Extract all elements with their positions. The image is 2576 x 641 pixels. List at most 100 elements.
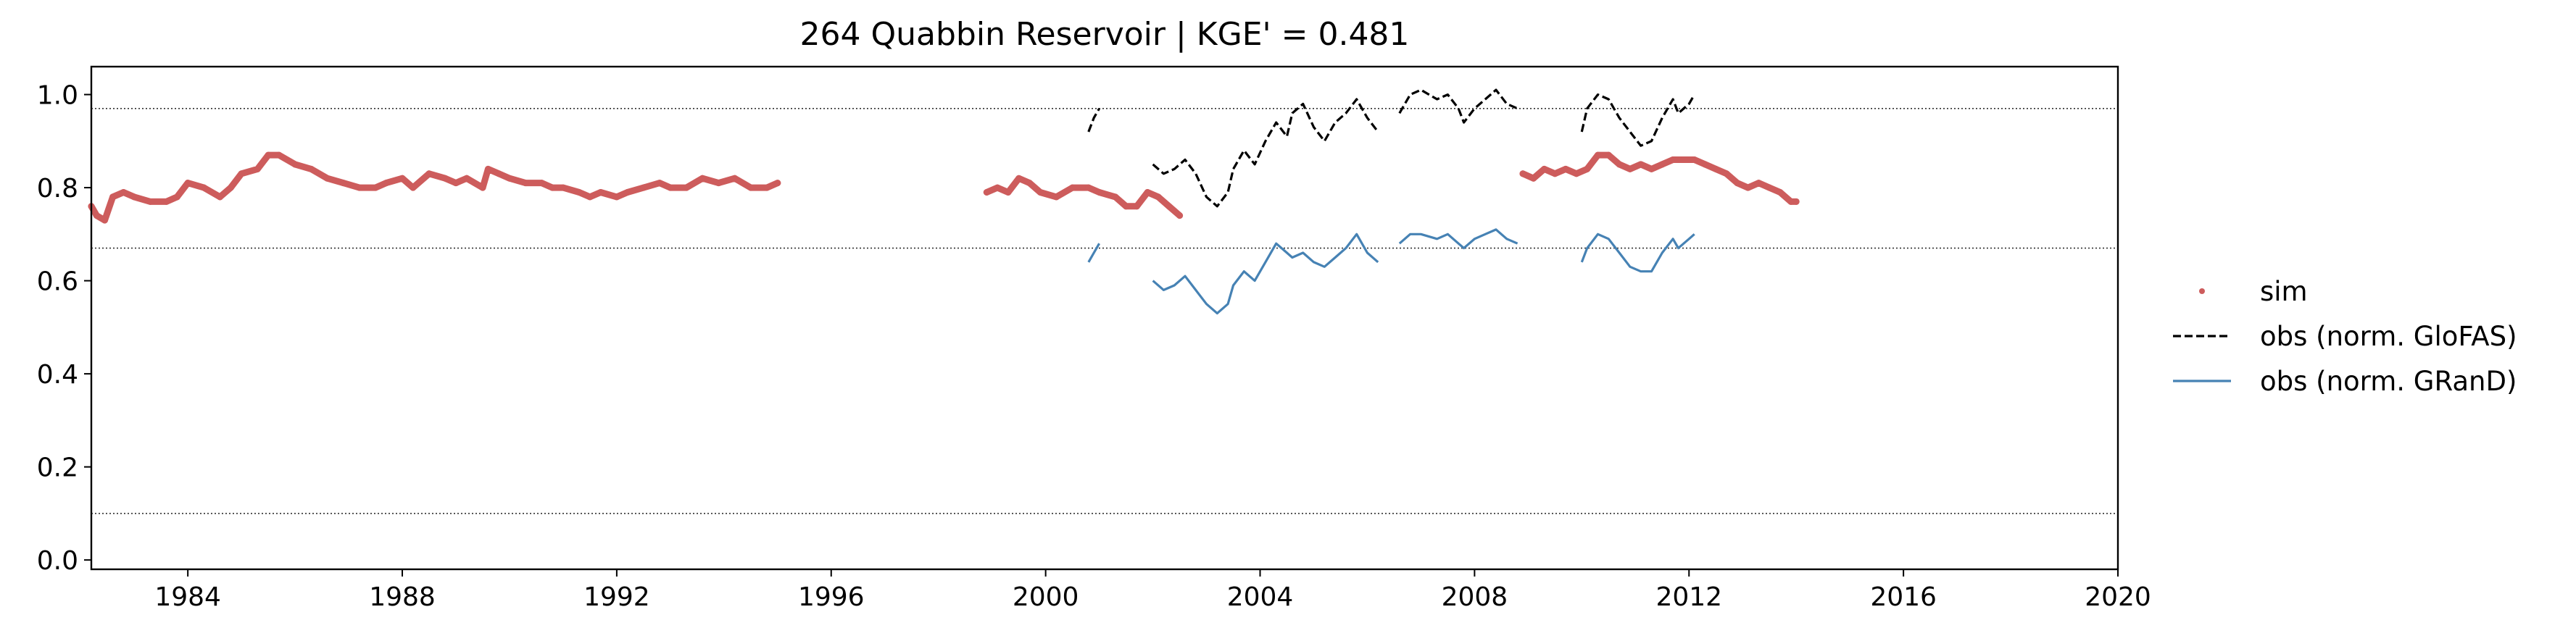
glofas-segment-0 [1087, 108, 1100, 133]
sim-point-1-0 [983, 189, 990, 196]
sim-point-0-9 [184, 180, 191, 187]
sim-point-0-36 [549, 184, 556, 191]
x-tick-label-9: 2020 [2085, 582, 2151, 612]
sim-point-0-47 [699, 175, 706, 182]
sim-point-2-9 [1616, 161, 1623, 168]
sim-point-0-14 [254, 165, 261, 172]
sim-point-0-52 [774, 180, 781, 187]
sim-point-1-2 [1005, 189, 1012, 196]
sim-point-1-3 [1015, 175, 1023, 182]
sim-point-0-30 [479, 184, 486, 191]
sim-point-1-15 [1166, 203, 1173, 210]
sim-point-2-12 [1648, 165, 1655, 172]
sim-point-2-7 [1595, 151, 1602, 159]
sim-point-0-32 [495, 170, 502, 177]
x-tick-label-8: 2016 [1870, 582, 1937, 612]
sim-point-0-16 [275, 151, 283, 159]
sim-point-0-45 [667, 184, 674, 191]
sim-point-2-13 [1658, 161, 1666, 168]
sim-point-0-2 [101, 217, 108, 224]
sim-point-2-2 [1541, 165, 1548, 172]
sim-point-0-50 [747, 184, 755, 191]
legend-label-0: sim [2260, 276, 2308, 307]
sim-point-1-10 [1112, 193, 1119, 201]
sim-point-0-8 [173, 193, 180, 201]
sim-point-0-5 [130, 193, 138, 201]
sim-point-0-7 [163, 198, 170, 205]
sim-point-2-5 [1573, 170, 1580, 177]
x-tick-label-5: 2004 [1227, 582, 1294, 612]
sim-point-2-21 [1745, 184, 1752, 191]
sim-point-0-13 [238, 170, 245, 177]
legend-label-2: obs (norm. GRanD) [2260, 366, 2517, 397]
sim-point-0-4 [120, 189, 127, 196]
y-tick-label-5: 1.0 [37, 81, 78, 111]
y-tick-label-2: 0.4 [37, 360, 78, 390]
sim-point-0-38 [576, 189, 583, 196]
x-tick-label-1: 1988 [369, 582, 436, 612]
y-tick-label-3: 0.6 [37, 267, 78, 297]
sim-point-2-20 [1734, 180, 1741, 187]
sim-point-1-1 [994, 184, 1001, 191]
sim-point-0-12 [227, 184, 234, 191]
sim-point-0-29 [463, 175, 470, 182]
sim-trace-2 [1519, 151, 1800, 205]
sim-point-1-12 [1133, 203, 1140, 210]
sim-trace-1 [983, 175, 1184, 219]
sim-point-2-25 [1787, 198, 1795, 205]
sim-point-2-15 [1680, 156, 1687, 164]
sim-point-2-19 [1723, 170, 1730, 177]
sim-point-2-18 [1712, 165, 1719, 172]
sim-point-0-28 [452, 180, 460, 187]
sim-point-1-14 [1155, 193, 1162, 201]
sim-point-0-43 [640, 184, 647, 191]
series-2 [1087, 228, 1695, 315]
glofas-segment-1 [1152, 98, 1379, 208]
sim-point-0-33 [506, 175, 513, 182]
grand-segment-0 [1087, 243, 1100, 263]
sim-point-2-16 [1691, 156, 1698, 164]
legend-label-1: obs (norm. GloFAS) [2260, 321, 2517, 352]
sim-point-0-49 [731, 175, 739, 182]
sim-point-2-11 [1637, 161, 1645, 168]
sim-point-0-31 [484, 165, 491, 172]
sim-point-2-8 [1605, 151, 1612, 159]
sim-point-0-21 [356, 184, 363, 191]
sim-point-2-10 [1626, 165, 1634, 172]
x-tick-label-0: 1984 [154, 582, 221, 612]
sim-point-0-34 [522, 180, 529, 187]
sim-point-0-41 [613, 193, 620, 201]
sim-point-2-23 [1766, 184, 1773, 191]
plot-area: 1984 1988 1992 1996 2000 2004 2008 2012 2016 2020… [37, 65, 2151, 612]
glofas-segment-3 [1580, 93, 1696, 147]
sim-point-1-4 [1026, 180, 1033, 187]
x-tick-label-2: 1992 [583, 582, 650, 612]
sim-point-0-39 [586, 193, 594, 201]
series-1 [1087, 88, 1696, 208]
sim-point-0-6 [146, 198, 154, 205]
sim-point-0-10 [200, 184, 207, 191]
x-tick-label-7: 2012 [1655, 582, 1722, 612]
sim-point-0-26 [425, 170, 433, 177]
sim-point-1-5 [1036, 189, 1044, 196]
sim-point-0-22 [372, 184, 379, 191]
sim-point-2-14 [1669, 156, 1677, 164]
sim-point-0-44 [656, 180, 663, 187]
grand-segment-1 [1152, 232, 1379, 315]
grand-segment-2 [1398, 228, 1518, 250]
x-tick-label-6: 2008 [1442, 582, 1508, 612]
sim-point-0-1 [93, 212, 100, 219]
sim-point-2-3 [1551, 170, 1558, 177]
plot-frame [90, 65, 2119, 571]
sim-point-1-6 [1052, 193, 1060, 201]
sim-point-0-37 [560, 184, 567, 191]
sim-point-0-18 [307, 165, 315, 172]
x-tick-label-4: 2000 [1013, 582, 1079, 612]
y-tick-label-4: 0.8 [37, 174, 78, 204]
sim-point-0-11 [217, 193, 224, 201]
sim-point-0-20 [340, 180, 347, 187]
sim-point-2-17 [1701, 161, 1708, 168]
sim-point-0-48 [715, 180, 722, 187]
sim-point-0-19 [323, 175, 331, 182]
series-0 [88, 151, 1800, 224]
